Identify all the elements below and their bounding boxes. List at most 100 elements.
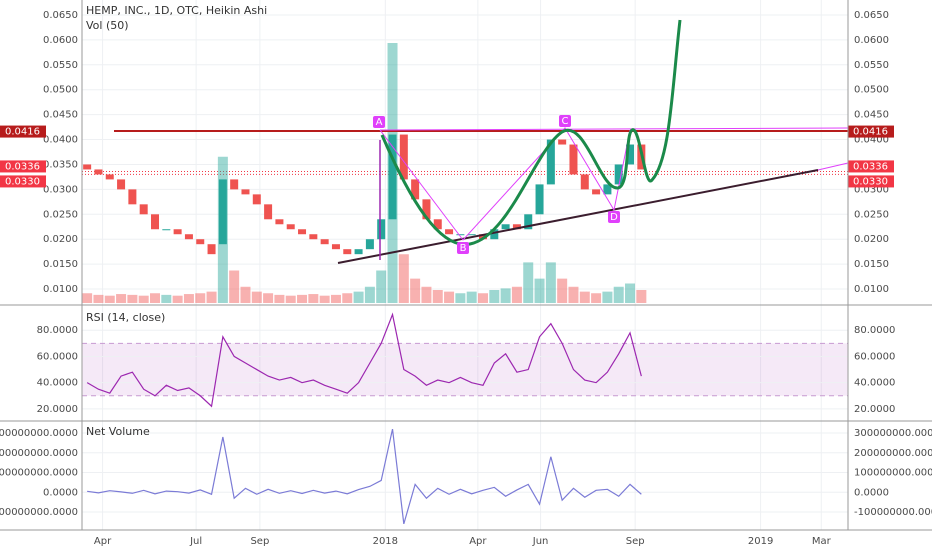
candle-body xyxy=(524,214,533,230)
candle-body xyxy=(501,224,510,230)
indicator-line xyxy=(87,428,642,525)
y-tick-label-right: 0.0400 xyxy=(854,135,889,146)
candle-body xyxy=(445,229,454,235)
candle-body xyxy=(365,239,374,250)
y-tick-label-left: -100000000.0000 xyxy=(0,507,78,518)
volume-bar xyxy=(613,286,624,303)
y-tick-label-right: 20.0000 xyxy=(854,404,895,415)
candle-body xyxy=(558,139,567,145)
volume-bar xyxy=(138,295,149,303)
y-tick-label-left: 60.0000 xyxy=(37,351,78,362)
x-tick-label: Sep xyxy=(250,536,269,547)
volume-bar xyxy=(127,294,138,303)
y-tick-label-left: 0.0200 xyxy=(43,234,78,245)
volume-bar xyxy=(376,270,387,303)
candle-body xyxy=(320,239,329,245)
volume-bar xyxy=(444,291,455,303)
volume-bar xyxy=(229,270,240,303)
pattern-point-label: C xyxy=(562,116,569,127)
y-tick-label-left: 300000000.0000 xyxy=(0,428,78,439)
candle-body xyxy=(128,189,137,205)
volume-bar xyxy=(104,295,115,303)
y-tick-label-right: 80.0000 xyxy=(854,325,895,336)
pattern-point-label: A xyxy=(376,117,383,128)
volume-bar xyxy=(545,262,556,303)
y-tick-label-left: 0.0400 xyxy=(43,135,78,146)
volume-bar xyxy=(500,288,511,303)
grid xyxy=(82,0,848,530)
candle-body xyxy=(592,189,601,195)
net-volume-title: Net Volume xyxy=(86,425,150,438)
y-tick-label-right: 60.0000 xyxy=(854,351,895,362)
price-tag-right xyxy=(848,125,894,138)
candle-body xyxy=(309,234,318,240)
volume-bar xyxy=(534,278,545,303)
volume-bar xyxy=(625,283,636,303)
volume-bar xyxy=(353,291,364,303)
y-tick-label-left: 0.0500 xyxy=(43,85,78,96)
y-tick-label-right: 200000000.0000 xyxy=(854,448,932,459)
volume-bar xyxy=(195,293,206,303)
candle-body xyxy=(569,144,578,175)
y-tick-label-right: 0.0550 xyxy=(854,60,889,71)
y-tick-label-left: 0.0550 xyxy=(43,60,78,71)
volume-bar xyxy=(116,294,127,303)
y-tick-label-right: 0.0000 xyxy=(854,487,889,498)
price-tag-label-right: 0.0330 xyxy=(853,176,888,187)
volume-bar xyxy=(82,293,93,303)
candle-body xyxy=(218,179,227,245)
candle-body xyxy=(207,244,216,255)
rsi-title: RSI (14, close) xyxy=(86,311,165,324)
volume-bar xyxy=(398,254,409,303)
price-tag-left xyxy=(0,160,46,173)
volume-title: Vol (50) xyxy=(86,19,129,32)
y-tick-label-right: 0.0450 xyxy=(854,110,889,121)
y-tick-label-right: -100000000.0000 xyxy=(854,507,932,518)
candle-body xyxy=(117,179,126,190)
y-tick-label-left: 0.0600 xyxy=(43,35,78,46)
volume-bar xyxy=(274,294,285,303)
volume-bar xyxy=(466,291,477,303)
price-tag-label-left: 0.0416 xyxy=(5,127,40,138)
y-tick-label-left: 80.0000 xyxy=(37,325,78,336)
pattern-point xyxy=(373,116,385,128)
trend-line xyxy=(337,169,819,264)
y-tick-label-right: 0.0150 xyxy=(854,259,889,270)
y-tick-label-left: 0.0000 xyxy=(43,487,78,498)
volume-bar xyxy=(150,293,161,303)
y-tick-label-left: 0.0350 xyxy=(43,159,78,170)
price-tag-label-right: 0.0416 xyxy=(853,127,888,138)
candle-body xyxy=(490,229,499,240)
price-tag-left xyxy=(0,125,46,138)
x-tick-label: Jul xyxy=(189,536,202,547)
volume-bar xyxy=(455,293,466,303)
volume-bar xyxy=(477,293,488,303)
y-tick-label-right: 40.0000 xyxy=(854,378,895,389)
y-tick-label-right: 0.0300 xyxy=(854,184,889,195)
candle-body xyxy=(354,249,363,255)
candle-body xyxy=(580,174,589,190)
price-tag-right xyxy=(848,160,894,173)
candle-body xyxy=(399,134,408,180)
volume-bar xyxy=(342,293,353,303)
volume-bar xyxy=(579,291,590,303)
candle-body xyxy=(162,229,171,231)
y-tick-label-right: 0.0500 xyxy=(854,85,889,96)
y-tick-label-left: 40.0000 xyxy=(37,378,78,389)
price-tag-right xyxy=(848,175,894,188)
volume-bar xyxy=(421,286,432,303)
x-tick-label: Mar xyxy=(812,536,832,547)
pattern-point-label: B xyxy=(460,243,467,254)
y-tick-label-right: 0.0200 xyxy=(854,234,889,245)
volume-bar xyxy=(263,293,274,303)
candle-body xyxy=(275,219,284,225)
y-tick-label-left: 0.0250 xyxy=(43,209,78,220)
volume-bar xyxy=(251,291,262,303)
y-tick-label-left: 0.0650 xyxy=(43,10,78,21)
chart-title: HEMP, INC., 1D, OTC, Heikin Ashi xyxy=(86,4,267,17)
volume-bar xyxy=(523,262,534,303)
y-tick-label-left: 200000000.0000 xyxy=(0,448,78,459)
volume-bar xyxy=(93,294,104,303)
